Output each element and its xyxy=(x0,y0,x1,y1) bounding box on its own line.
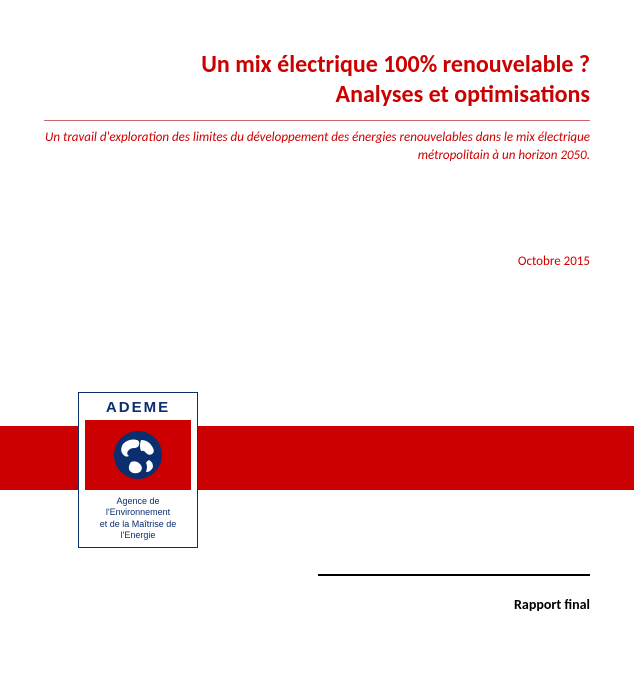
logo-name: ADEME xyxy=(85,399,191,416)
document-title: Un mix électrique 100% renouvelable ? An… xyxy=(44,50,590,110)
document-subtitle: Un travail d'exploration des limites du … xyxy=(44,129,590,164)
title-line-2: Analyses et optimisations xyxy=(336,80,590,109)
logo-subtitle: Agence de l'Environnement et de la Maîtr… xyxy=(85,496,191,541)
footer-rule xyxy=(318,574,590,576)
title-rule xyxy=(44,120,590,121)
globe-icon xyxy=(111,428,165,482)
title-line-1: Un mix électrique 100% renouvelable ? xyxy=(201,50,590,79)
ademe-logo: ADEME Agence de l'Environnement et de la… xyxy=(78,392,198,548)
footer-label: Rapport final xyxy=(514,596,590,613)
logo-sub-line-2: et de la Maîtrise de l'Energie xyxy=(100,519,177,540)
document-date: Octobre 2015 xyxy=(44,254,590,269)
logo-inner-panel xyxy=(85,420,191,490)
logo-sub-line-1: Agence de l'Environnement xyxy=(106,496,170,517)
